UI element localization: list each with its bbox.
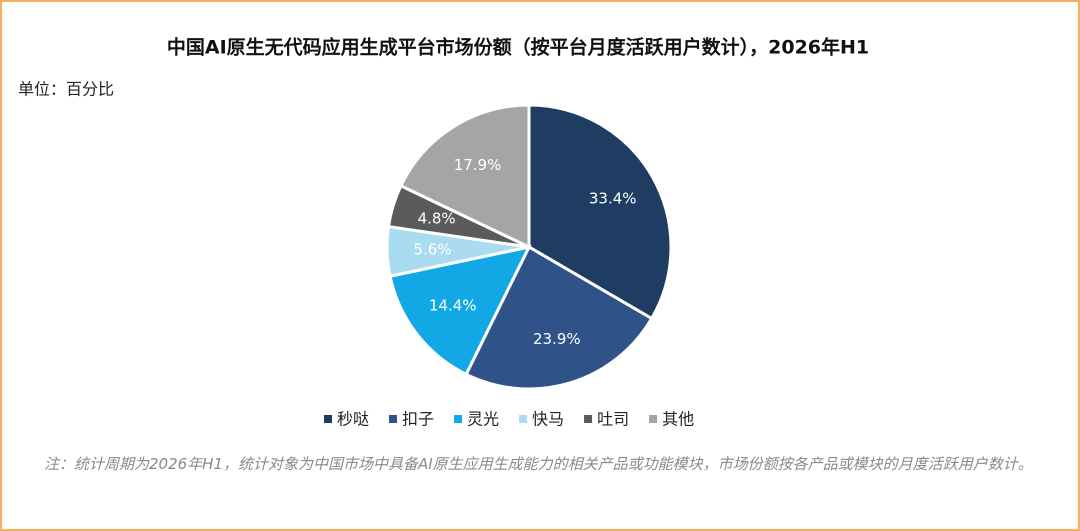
legend-swatch: [649, 415, 658, 423]
value-label: 33.4%: [589, 189, 637, 207]
legend-label: 快马: [532, 410, 564, 429]
value-label: 14.4%: [429, 297, 477, 315]
pie-slice: [398, 103, 531, 250]
legend-swatch: [519, 415, 528, 423]
legend-swatch: [454, 415, 463, 423]
legend-swatch: [324, 415, 332, 423]
legend-label: 秒哒: [337, 410, 369, 429]
legend-label: 扣子: [402, 410, 434, 429]
unit-label: 单位：百分比: [18, 80, 114, 99]
pie-slice: [388, 244, 532, 377]
pie-slice: [527, 103, 673, 321]
note: 注：统计周期为2026年H1，统计对象为中国市场中具备AI原生应用生成能力的相关…: [44, 455, 1033, 473]
chart-title: 中国AI原生无代码应用生成平台市场份额（按平台月度活跃用户数计），2026年H1: [167, 36, 869, 59]
legend-swatch: [389, 415, 398, 423]
value-label: 23.9%: [533, 330, 581, 348]
value-label: 17.9%: [454, 156, 502, 174]
legend-label: 灵光: [467, 410, 499, 429]
legend-label: 吐司: [597, 410, 629, 429]
legend-swatch: [584, 415, 593, 423]
value-label: 5.6%: [413, 241, 451, 259]
legend-label: 其他: [662, 410, 694, 429]
value-label: 4.8%: [418, 209, 456, 227]
